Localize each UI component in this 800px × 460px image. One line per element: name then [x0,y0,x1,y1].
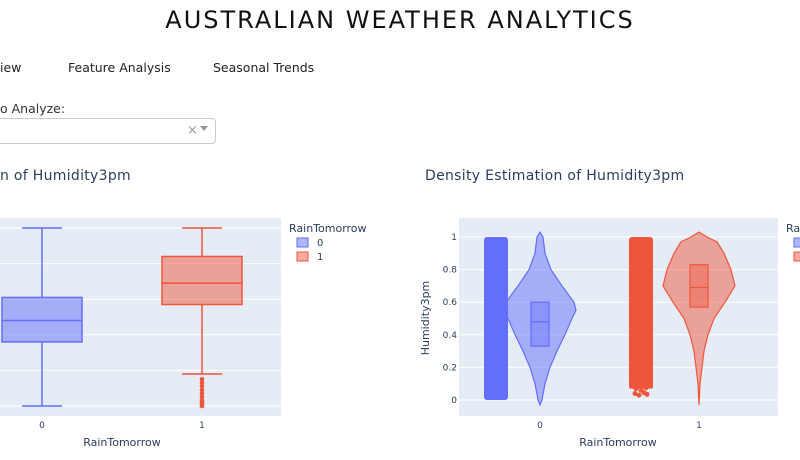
outlier-point [199,377,205,382]
strip-points [629,237,653,384]
x-axis-title: RainTomorrow [83,436,161,449]
feature-dropdown-label: o Analyze: [0,101,66,116]
y-tick-label: 0 [451,396,457,406]
outlier-point [632,390,638,396]
legend-swatch [793,237,800,248]
outlier-point [199,387,205,393]
strip-points-tail [629,380,653,389]
y-tick-label: 1 [451,233,457,243]
x-axis-title: RainTomorrow [579,436,657,449]
feature-dropdown[interactable] [0,118,216,144]
box-iqr [1,296,83,343]
box-chart-title: n of Humidity3pm [0,168,131,184]
legend-title: RainTomorrow [786,222,800,235]
x-tick-label: 0 [537,421,543,431]
violin-shape [662,231,736,405]
x-tick-label: 0 [39,421,45,431]
tab-overview[interactable]: iew [0,60,22,75]
y-tick-label: 0.2 [443,363,457,373]
legend-swatch [296,251,309,262]
outlier-point [644,391,650,397]
outlier-point [636,392,642,398]
violin-inner-box [530,301,550,347]
outlier-point [199,391,205,396]
violin-inner-box [689,264,709,308]
violin-shape [503,230,577,407]
y-tick-label: 0.6 [443,298,458,308]
app-title: AUSTRALIAN WEATHER ANALYTICS [165,6,635,34]
strip-points [484,237,508,400]
outlier-point [199,394,205,400]
legend-label: 0 [317,238,323,249]
chevron-down-icon[interactable] [200,126,208,131]
tab-feature-analysis[interactable]: Feature Analysis [68,60,171,75]
outlier-point [199,398,205,403]
outlier-point [638,387,644,393]
x-tick-label: 1 [199,421,205,431]
legend-title: RainTomorrow [289,222,367,235]
tab-seasonal-trends[interactable]: Seasonal Trends [213,60,315,75]
legend-swatch [793,251,800,262]
tab-bar: iew Feature Analysis Seasonal Trends [0,60,800,80]
violin-chart-title: Density Estimation of Humidity3pm [425,168,685,184]
outlier-point [199,380,205,386]
y-tick-label: 0.8 [443,266,458,276]
y-axis-title: Humidity3pm [419,281,432,356]
legend-swatch [296,237,309,248]
outlier-point [199,384,205,389]
legend-label: 1 [317,252,323,263]
box-iqr [161,255,243,306]
y-tick-label: 0.4 [443,331,458,341]
x-tick-label: 1 [696,421,702,431]
clear-icon[interactable]: × [187,123,198,138]
